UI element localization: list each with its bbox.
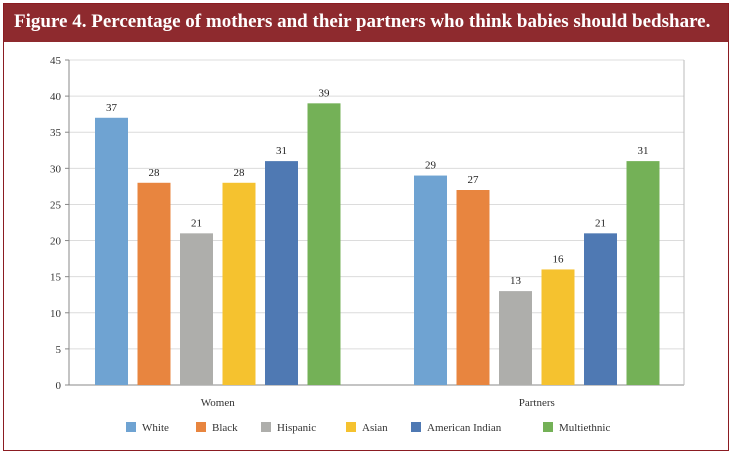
legend-swatch: [261, 422, 271, 432]
y-tick-label: 10: [50, 308, 62, 320]
legend-swatch: [411, 422, 421, 432]
legend-label: Multiethnic: [559, 422, 610, 434]
y-tick-label: 0: [56, 380, 62, 392]
data-label: 28: [149, 167, 161, 179]
legend-swatch: [543, 422, 553, 432]
data-label: 31: [276, 145, 287, 157]
bar-multiethnic-partners: [626, 161, 660, 385]
y-tick-label: 30: [50, 163, 62, 175]
data-label: 28: [234, 167, 246, 179]
data-label: 21: [595, 217, 606, 229]
bar-multiethnic-women: [307, 103, 341, 385]
data-label: 39: [319, 87, 331, 99]
data-label: 29: [425, 160, 437, 172]
data-label: 21: [191, 217, 202, 229]
data-label: 13: [510, 275, 522, 287]
y-tick-label: 5: [56, 344, 62, 356]
bar-black-women: [137, 182, 171, 385]
title-bar: Figure 4. Percentage of mothers and thei…: [4, 4, 728, 42]
bar-hispanic-partners: [499, 291, 532, 385]
y-tick-label: 45: [50, 55, 62, 67]
x-category-label: Partners: [519, 397, 555, 409]
legend-label: Black: [212, 422, 238, 434]
data-label: 16: [553, 253, 565, 265]
data-label: 27: [468, 174, 480, 186]
bar-american-indian-partners: [584, 233, 617, 385]
bar-white-partners: [414, 175, 447, 385]
y-tick-label: 20: [50, 236, 62, 248]
data-label: 31: [638, 145, 649, 157]
bar-asian-partners: [541, 269, 575, 385]
y-tick-label: 40: [50, 91, 62, 103]
bar-american-indian-women: [265, 161, 298, 385]
legend-label: American Indian: [427, 422, 502, 434]
data-label: 37: [106, 102, 118, 114]
y-tick-label: 35: [50, 127, 62, 139]
legend-label: Hispanic: [277, 422, 316, 434]
legend-swatch: [196, 422, 206, 432]
legend-swatch: [346, 422, 356, 432]
bar-hispanic-women: [180, 233, 213, 385]
x-category-label: Women: [201, 397, 235, 409]
y-tick-label: 15: [50, 272, 62, 284]
chart-title: Figure 4. Percentage of mothers and thei…: [14, 11, 711, 32]
legend-swatch: [126, 422, 136, 432]
legend-label: Asian: [362, 422, 388, 434]
y-tick-label: 25: [50, 199, 62, 211]
bar-black-partners: [456, 190, 490, 385]
legend-label: White: [142, 422, 169, 434]
bar-white-women: [95, 117, 128, 386]
bar-asian-women: [222, 182, 256, 385]
